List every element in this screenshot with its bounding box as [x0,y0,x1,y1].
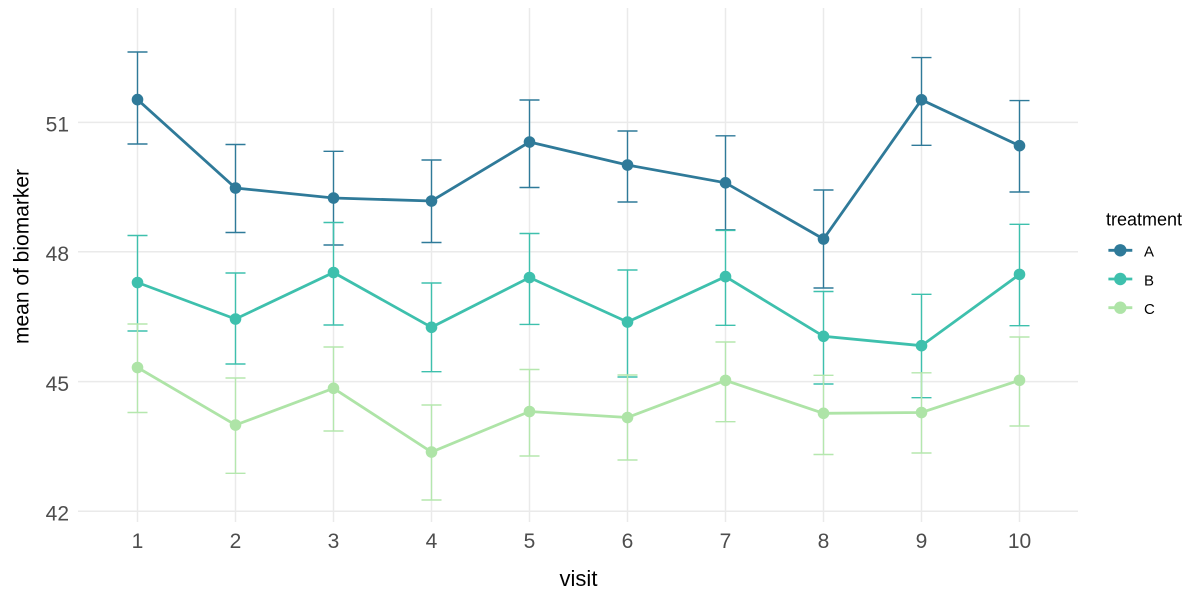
svg-text:treatment: treatment [1106,209,1182,229]
svg-text:A: A [1144,244,1154,261]
svg-text:7: 7 [720,530,732,553]
svg-text:mean of biomarker: mean of biomarker [11,169,34,344]
svg-text:45: 45 [46,373,69,396]
svg-text:10: 10 [1008,530,1031,553]
svg-text:2: 2 [230,530,242,553]
svg-text:5: 5 [524,530,536,553]
svg-text:4: 4 [426,530,438,553]
svg-text:C: C [1144,301,1155,318]
svg-text:48: 48 [46,243,69,266]
svg-text:42: 42 [46,503,69,526]
svg-text:1: 1 [132,530,144,553]
svg-text:8: 8 [818,530,830,553]
svg-text:51: 51 [46,114,69,137]
svg-text:visit: visit [560,566,598,591]
svg-text:3: 3 [328,530,340,553]
svg-text:B: B [1144,272,1154,289]
svg-text:6: 6 [622,530,634,553]
svg-text:9: 9 [916,530,928,553]
